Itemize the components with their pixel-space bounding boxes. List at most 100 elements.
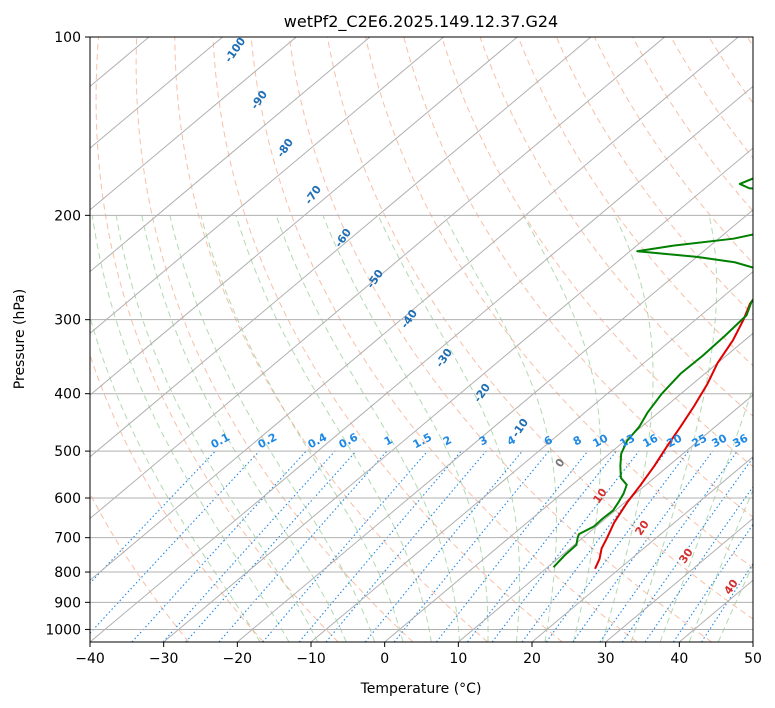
isotherm-line	[90, 37, 739, 581]
isotherm-line	[90, 37, 371, 273]
mixing-ratio-line	[325, 450, 487, 642]
y-tick-label: 300	[54, 313, 81, 329]
isotherm-line	[458, 394, 753, 642]
isotherm-line	[163, 147, 753, 642]
x-axis-label: Temperature (°C)	[360, 681, 482, 697]
isotherm-line	[90, 37, 592, 458]
mixing-ratio-line	[621, 456, 753, 642]
isotherm-line	[90, 85, 753, 642]
moist-adiabat-line	[200, 215, 404, 642]
mixing-ratio-line	[162, 450, 336, 642]
mixing-ratio-line	[491, 450, 640, 642]
dry-adiabat-line	[174, 37, 488, 642]
mixing-ratio-label: 10	[591, 431, 611, 450]
sounding-series	[552, 177, 753, 570]
mixing-ratio-label: 25	[690, 432, 710, 451]
x-axis-ticks: −40 −30 −20 −10 0 10 20 30 40 50	[75, 642, 762, 667]
moist-adiabat-line	[235, 215, 432, 642]
plot-frame	[89, 36, 754, 643]
y-tick-label: 900	[54, 595, 81, 611]
moist-adiabat-line	[90, 315, 261, 642]
mixing-ratio-label: 30	[710, 431, 730, 450]
mixing-ratio-label: 16	[641, 431, 661, 450]
x-tick-label: −20	[223, 651, 253, 667]
isotherm-line	[90, 37, 665, 520]
mixing-ratio-line	[131, 450, 307, 642]
mixing-ratio-label: 36	[731, 431, 751, 450]
moist-adiabat-line	[115, 215, 319, 642]
mixing-ratio-line	[545, 450, 689, 642]
x-tick-label: 50	[744, 651, 762, 667]
skewed-isotherms	[90, 37, 753, 642]
y-tick-label: 400	[54, 387, 81, 403]
moist-adiabat-line	[275, 215, 461, 642]
x-tick-label: −40	[75, 651, 105, 667]
moist-adiabat-line	[522, 215, 602, 642]
moist-adiabat-line	[659, 385, 753, 642]
isotherm-line	[531, 456, 753, 642]
dry-adiabat-line	[441, 37, 753, 468]
mixing-ratio-label: 20	[665, 431, 685, 450]
y-tick-label: 100	[54, 30, 81, 46]
dry-adiabat-line	[479, 37, 753, 417]
mixing-ratio-line	[672, 523, 753, 642]
y-tick-label: 600	[54, 491, 81, 507]
x-tick-label: −10	[296, 651, 326, 667]
isotherm-line	[90, 37, 297, 211]
dry-adiabat-line	[90, 353, 264, 642]
y-tick-label: 1000	[45, 622, 81, 638]
moist-adiabat-line	[443, 215, 558, 642]
y-tick-label: 800	[54, 565, 81, 581]
x-tick-label: 40	[670, 651, 688, 667]
dry-adiabat-line	[365, 37, 753, 569]
mixing-ratio-line	[90, 450, 260, 634]
x-tick-label: 10	[449, 651, 467, 667]
mixing-ratio-line	[393, 450, 550, 642]
isotherm-line	[237, 209, 753, 642]
dewpoint-series-line	[552, 177, 753, 568]
mixing-ratio-line	[572, 450, 714, 642]
dry-adiabat-line	[250, 37, 638, 642]
isotherm-line	[310, 270, 753, 642]
mixing-ratio-line	[644, 485, 753, 642]
mixing-ratio-lines	[90, 450, 753, 642]
dry-adiabat-line	[517, 37, 753, 367]
isobar-gridlines	[90, 37, 753, 630]
moist-adiabats	[90, 215, 753, 642]
x-tick-label: 20	[523, 651, 541, 667]
isotherm-line	[384, 332, 753, 642]
moist-adiabat-line	[91, 215, 290, 642]
moist-adiabat-line	[169, 215, 376, 642]
dry-adiabat-line	[135, 37, 414, 642]
moist-adiabat-line	[322, 215, 489, 642]
moist-adiabat-line	[688, 488, 753, 642]
mixing-ratio-label: 13	[618, 432, 638, 451]
x-tick-label: −30	[149, 651, 179, 667]
isotherm-line	[90, 37, 444, 334]
mixing-ratio-line	[435, 450, 589, 642]
isotherm-line	[90, 37, 518, 396]
dry-adiabat-line	[326, 37, 753, 620]
dry-adiabat-line	[212, 37, 563, 642]
mixing-ratio-line	[364, 450, 523, 642]
temperature-series-line	[594, 298, 753, 570]
y-axis-ticks: 100 200 300 400 500 600 700 800 900 1000	[45, 30, 90, 638]
x-tick-label: 30	[597, 651, 615, 667]
mixing-ratio-line	[298, 450, 462, 642]
y-tick-label: 500	[54, 444, 81, 460]
y-axis-label: Pressure (hPa)	[12, 289, 28, 389]
moist-adiabat-line	[141, 215, 347, 642]
isotherm-line	[90, 37, 223, 149]
y-tick-label: 200	[54, 208, 81, 224]
moist-adiabat-line	[377, 215, 521, 642]
x-tick-label: 0	[380, 651, 389, 667]
isotherm-line	[605, 517, 753, 642]
chart-title: wetPf2_C2E6.2025.149.12.37.G24	[284, 12, 558, 32]
dry-adiabat-line	[555, 37, 753, 316]
mixing-ratio-line	[218, 450, 388, 642]
mixing-ratio-line	[599, 450, 738, 642]
y-tick-label: 700	[54, 531, 81, 547]
moist-adiabat-line	[717, 563, 753, 642]
